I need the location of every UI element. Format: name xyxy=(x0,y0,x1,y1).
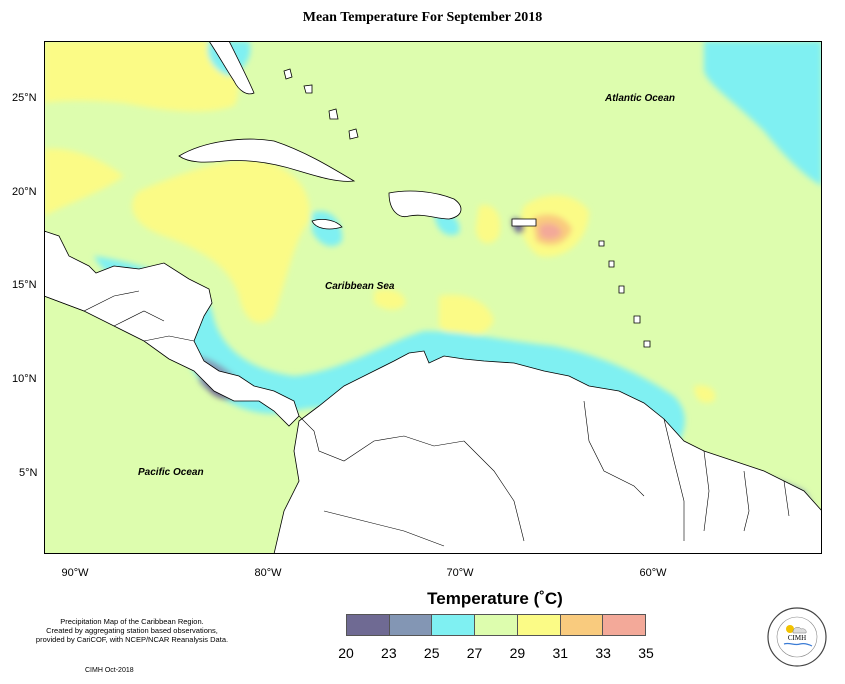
legend-swatch xyxy=(475,615,518,635)
lon-label-80w: 80°W xyxy=(254,567,282,579)
credits-line: Precipitation Map of the Caribbean Regio… xyxy=(60,617,204,626)
map-frame xyxy=(44,41,822,554)
legend-tick-label: 33 xyxy=(595,645,611,661)
legend-color-bar xyxy=(346,614,646,636)
legend-tick-label: 25 xyxy=(423,645,440,661)
legend-tick-label: 20 xyxy=(338,645,354,661)
legend-tick-label: 27 xyxy=(466,645,483,661)
country-borders xyxy=(44,290,790,547)
pacific-ocean-label: Pacific Ocean xyxy=(138,467,204,478)
legend-tick-label: 31 xyxy=(552,645,569,661)
credits-date: CIMH Oct-2018 xyxy=(85,667,134,674)
legend-swatch xyxy=(517,615,561,635)
lon-label-90w: 90°W xyxy=(61,567,89,579)
credits-line: provided by CariCOF, with NCEP/NCAR Rean… xyxy=(35,635,229,644)
landmasses xyxy=(44,41,822,554)
legend-swatch xyxy=(560,615,604,635)
atlantic-ocean-label: Atlantic Ocean xyxy=(605,93,676,104)
lat-label-25n: 25°N xyxy=(12,92,37,104)
lat-label-20n: 20°N xyxy=(12,186,37,198)
map-title: Mean Temperature For September 2018 xyxy=(302,10,543,25)
lon-label-70w: 70°W xyxy=(446,567,474,579)
temp-field-29-31 xyxy=(44,41,239,112)
legend-title: Temperature (˚C) xyxy=(427,589,563,608)
legend-tick-label: 23 xyxy=(381,645,397,661)
legend-swatch xyxy=(389,615,433,635)
lon-label-60w: 60°W xyxy=(639,567,667,579)
map-canvas xyxy=(44,41,822,554)
map-credits: Precipitation Map of the Caribbean Regio… xyxy=(12,617,252,644)
temperature-map[interactable] xyxy=(44,41,822,554)
caribbean-sea-label: Caribbean Sea xyxy=(325,281,395,292)
lat-label-5n: 5°N xyxy=(19,467,38,479)
legend-swatch xyxy=(432,615,476,635)
legend-tick-label: 29 xyxy=(509,645,526,661)
legend-tick-label: 35 xyxy=(638,645,654,661)
legend-swatch xyxy=(603,615,646,635)
credits-line: Created by aggregating station based obs… xyxy=(46,626,218,635)
lat-label-15n: 15°N xyxy=(12,279,37,291)
legend-swatch xyxy=(347,615,390,635)
logo-text: CIMH xyxy=(788,634,806,642)
cimh-logo: CIMH xyxy=(766,606,828,668)
lat-label-10n: 10°N xyxy=(12,373,37,385)
